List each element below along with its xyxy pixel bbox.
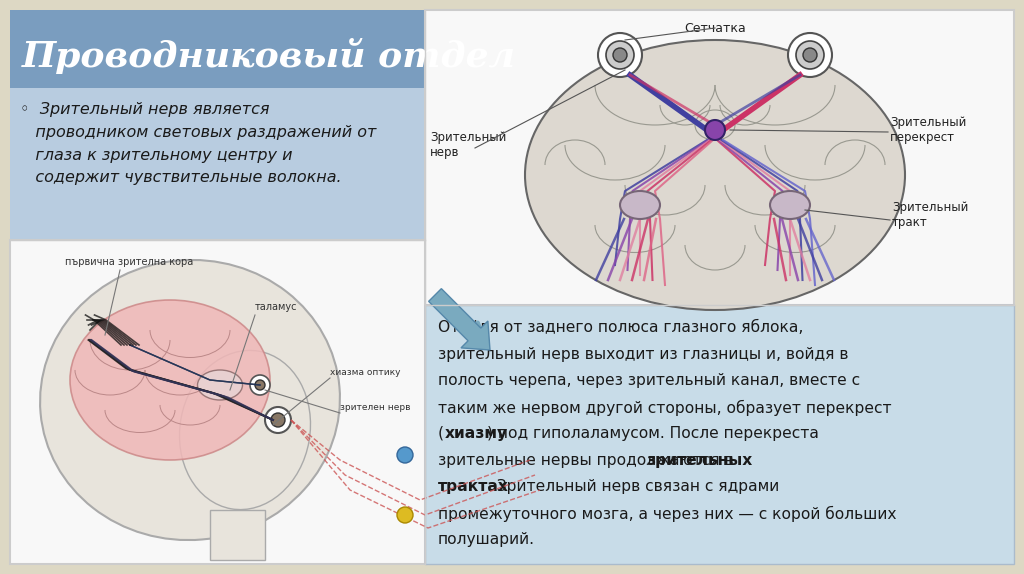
Circle shape: [803, 48, 817, 62]
Text: таламус: таламус: [255, 302, 298, 312]
Ellipse shape: [40, 260, 340, 540]
Bar: [10, 10, 425, 88]
Bar: [210, 510, 265, 560]
Circle shape: [397, 447, 413, 463]
Text: ) под гиполаламусом. После перекреста: ) под гиполаламусом. После перекреста: [486, 426, 819, 441]
Text: хиазму: хиазму: [444, 426, 508, 441]
FancyArrow shape: [429, 289, 490, 350]
Text: първична зрителна кора: първична зрителна кора: [65, 257, 194, 267]
Text: Сетчатка: Сетчатка: [684, 22, 745, 35]
Circle shape: [255, 380, 265, 390]
Text: трактах: трактах: [438, 479, 509, 494]
Ellipse shape: [770, 191, 810, 219]
Ellipse shape: [620, 191, 660, 219]
Text: зрительный нерв выходит из глазницы и, войдя в: зрительный нерв выходит из глазницы и, в…: [438, 347, 849, 362]
Text: Зрительный
нерв: Зрительный нерв: [430, 131, 507, 159]
Circle shape: [796, 41, 824, 69]
Circle shape: [788, 33, 831, 77]
Circle shape: [606, 41, 634, 69]
Text: Зрительный
перекрест: Зрительный перекрест: [890, 116, 967, 144]
Text: хиазма оптику: хиазма оптику: [330, 368, 400, 377]
Bar: [425, 10, 1014, 305]
Text: зрительные нервы продолжаются в: зрительные нервы продолжаются в: [438, 452, 738, 467]
Text: . Зрительный нерв связан с ядрами: . Зрительный нерв связан с ядрами: [487, 479, 779, 494]
Bar: [10, 88, 425, 240]
Text: Зрительный
тракт: Зрительный тракт: [892, 201, 969, 229]
Bar: [425, 305, 1014, 564]
Text: промежуточного мозга, а через них — с корой больших: промежуточного мозга, а через них — с ко…: [438, 506, 896, 522]
Circle shape: [265, 407, 291, 433]
Circle shape: [613, 48, 627, 62]
Circle shape: [397, 507, 413, 523]
Text: зрительных: зрительных: [646, 452, 752, 467]
Bar: [10, 240, 425, 564]
Circle shape: [250, 375, 270, 395]
Circle shape: [598, 33, 642, 77]
Ellipse shape: [525, 40, 905, 310]
Text: Отойдя от заднего полюса глазного яблока,: Отойдя от заднего полюса глазного яблока…: [438, 320, 804, 335]
Text: полушарий.: полушарий.: [438, 532, 535, 547]
Text: полость черепа, через зрительный канал, вместе с: полость черепа, через зрительный канал, …: [438, 373, 860, 388]
Text: зрителен нерв: зрителен нерв: [340, 403, 411, 412]
Circle shape: [705, 120, 725, 140]
Text: таким же нервом другой стороны, образует перекрест: таким же нервом другой стороны, образует…: [438, 400, 892, 416]
Ellipse shape: [70, 300, 270, 460]
Text: (: (: [438, 426, 444, 441]
Ellipse shape: [179, 350, 310, 510]
Text: ◦  Зрительный нерв является
   проводником световых раздражений от
   глаза к зр: ◦ Зрительный нерв является проводником с…: [20, 102, 377, 185]
Circle shape: [271, 413, 285, 427]
Text: Проводниковый отдел: Проводниковый отдел: [22, 38, 516, 74]
Ellipse shape: [198, 370, 243, 400]
